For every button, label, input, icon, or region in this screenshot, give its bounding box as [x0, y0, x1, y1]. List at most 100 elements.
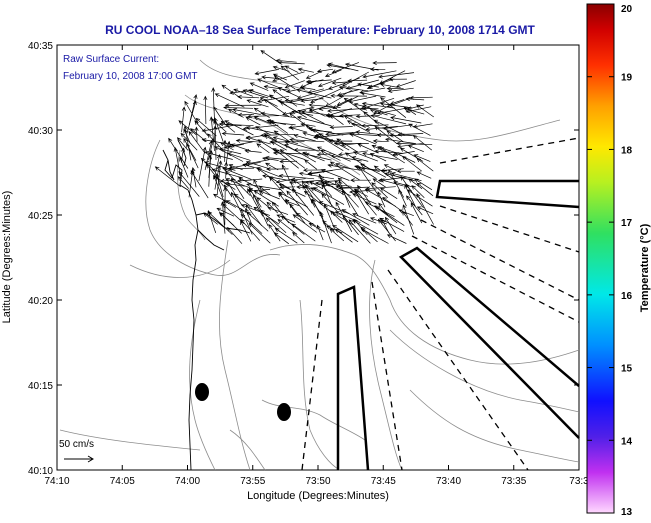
- current-vector: [247, 114, 280, 119]
- current-vector: [273, 232, 290, 245]
- current-vector: [361, 101, 395, 109]
- current-vector: [370, 114, 407, 125]
- current-vector: [388, 169, 405, 198]
- current-vector: [342, 214, 359, 236]
- current-vector: [254, 69, 279, 76]
- current-vector: [332, 95, 359, 109]
- current-vector: [406, 189, 433, 207]
- current-vector: [260, 50, 281, 65]
- current-vector: [201, 124, 237, 133]
- current-vector: [279, 159, 298, 164]
- current-vector: [398, 189, 407, 207]
- current-vector: [177, 176, 189, 189]
- current-vector: [401, 155, 422, 172]
- current-vector: [213, 125, 218, 161]
- current-vector: [191, 167, 197, 188]
- current-vector: [233, 193, 253, 208]
- current-vector: [245, 160, 271, 170]
- current-vector: [406, 195, 423, 216]
- current-vector: [228, 164, 243, 171]
- current-vector: [413, 154, 431, 162]
- colorbar: [586, 3, 615, 514]
- colorbar-tick-label: 19: [621, 73, 633, 84]
- current-vector: [310, 87, 344, 104]
- site-marker-1: [195, 383, 209, 401]
- current-vector: [237, 94, 260, 100]
- current-vector: [178, 120, 197, 135]
- current-vector: [281, 164, 298, 196]
- current-vector: [384, 137, 416, 144]
- current-vector: [178, 171, 200, 197]
- current-vector: [213, 106, 226, 124]
- current-vector: [416, 171, 432, 179]
- current-vector: [403, 107, 425, 115]
- site-marker-2: [277, 403, 291, 421]
- current-vector: [347, 78, 368, 83]
- current-vector: [369, 153, 387, 162]
- current-vector: [266, 201, 279, 214]
- current-vector: [416, 104, 435, 118]
- y-axis-ticks: 40:35 40:30 40:25 40:20 40:15 40:10: [28, 41, 579, 477]
- current-vector: [271, 147, 305, 160]
- scale-label: 50 cm/s: [59, 439, 94, 450]
- current-vector: [207, 154, 213, 187]
- current-vector: [379, 146, 405, 164]
- current-vector: [338, 85, 369, 92]
- current-vector: [334, 180, 359, 208]
- current-vector: [190, 170, 209, 199]
- current-vector: [325, 225, 343, 234]
- current-vector: [338, 150, 369, 157]
- x-tick-label: 73:55: [240, 476, 265, 487]
- current-vector: [261, 75, 280, 80]
- current-vector: [284, 80, 305, 89]
- current-vector: [333, 141, 369, 146]
- current-vector: [416, 206, 434, 215]
- current-vector: [298, 171, 334, 180]
- current-vector: [346, 120, 371, 133]
- current-vector: [225, 178, 254, 190]
- colorbar-tick-label: 16: [621, 291, 633, 302]
- current-vector: [394, 152, 416, 163]
- current-vector: [352, 213, 377, 224]
- current-vector: [277, 60, 305, 65]
- current-vector: [222, 167, 252, 180]
- current-vector: [341, 190, 359, 217]
- current-vector: [272, 136, 299, 145]
- current-vector: [376, 107, 407, 115]
- current-vector: [272, 71, 305, 83]
- current-vector: [275, 58, 297, 63]
- current-vector: [301, 109, 332, 116]
- current-vector: [277, 87, 299, 98]
- current-vector: [278, 173, 315, 180]
- current-vector: [318, 106, 335, 111]
- current-vector: [224, 103, 262, 108]
- current-vector: [336, 138, 359, 153]
- current-vector: [369, 67, 386, 72]
- current-vector: [307, 127, 344, 136]
- current-vector: [245, 125, 280, 135]
- x-tick-label: 74:05: [110, 476, 135, 487]
- current-vector: [224, 120, 254, 136]
- current-vector: [362, 70, 397, 79]
- current-vector: [329, 125, 353, 130]
- current-vector: [297, 110, 325, 124]
- current-vector: [360, 163, 387, 178]
- colorbar-label: Temperature (°C): [639, 223, 651, 312]
- shipping-lanes: [336, 179, 580, 471]
- current-vector: [277, 218, 298, 235]
- current-vector: [318, 173, 333, 207]
- current-vector: [339, 113, 361, 118]
- current-vector: [188, 130, 206, 154]
- current-vector: [379, 178, 404, 187]
- current-vector: [296, 87, 332, 100]
- current-vector: [227, 166, 255, 171]
- current-vector: [279, 149, 306, 169]
- x-axis-label: Longitude (Degrees:Minutes): [247, 490, 389, 502]
- colorbar-tick-label: 13: [621, 507, 633, 518]
- current-vector: [246, 99, 269, 108]
- y-tick-label: 40:15: [28, 381, 53, 392]
- x-tick-label: 73:45: [371, 476, 396, 487]
- current-vector: [341, 209, 370, 226]
- current-vector: [269, 176, 288, 197]
